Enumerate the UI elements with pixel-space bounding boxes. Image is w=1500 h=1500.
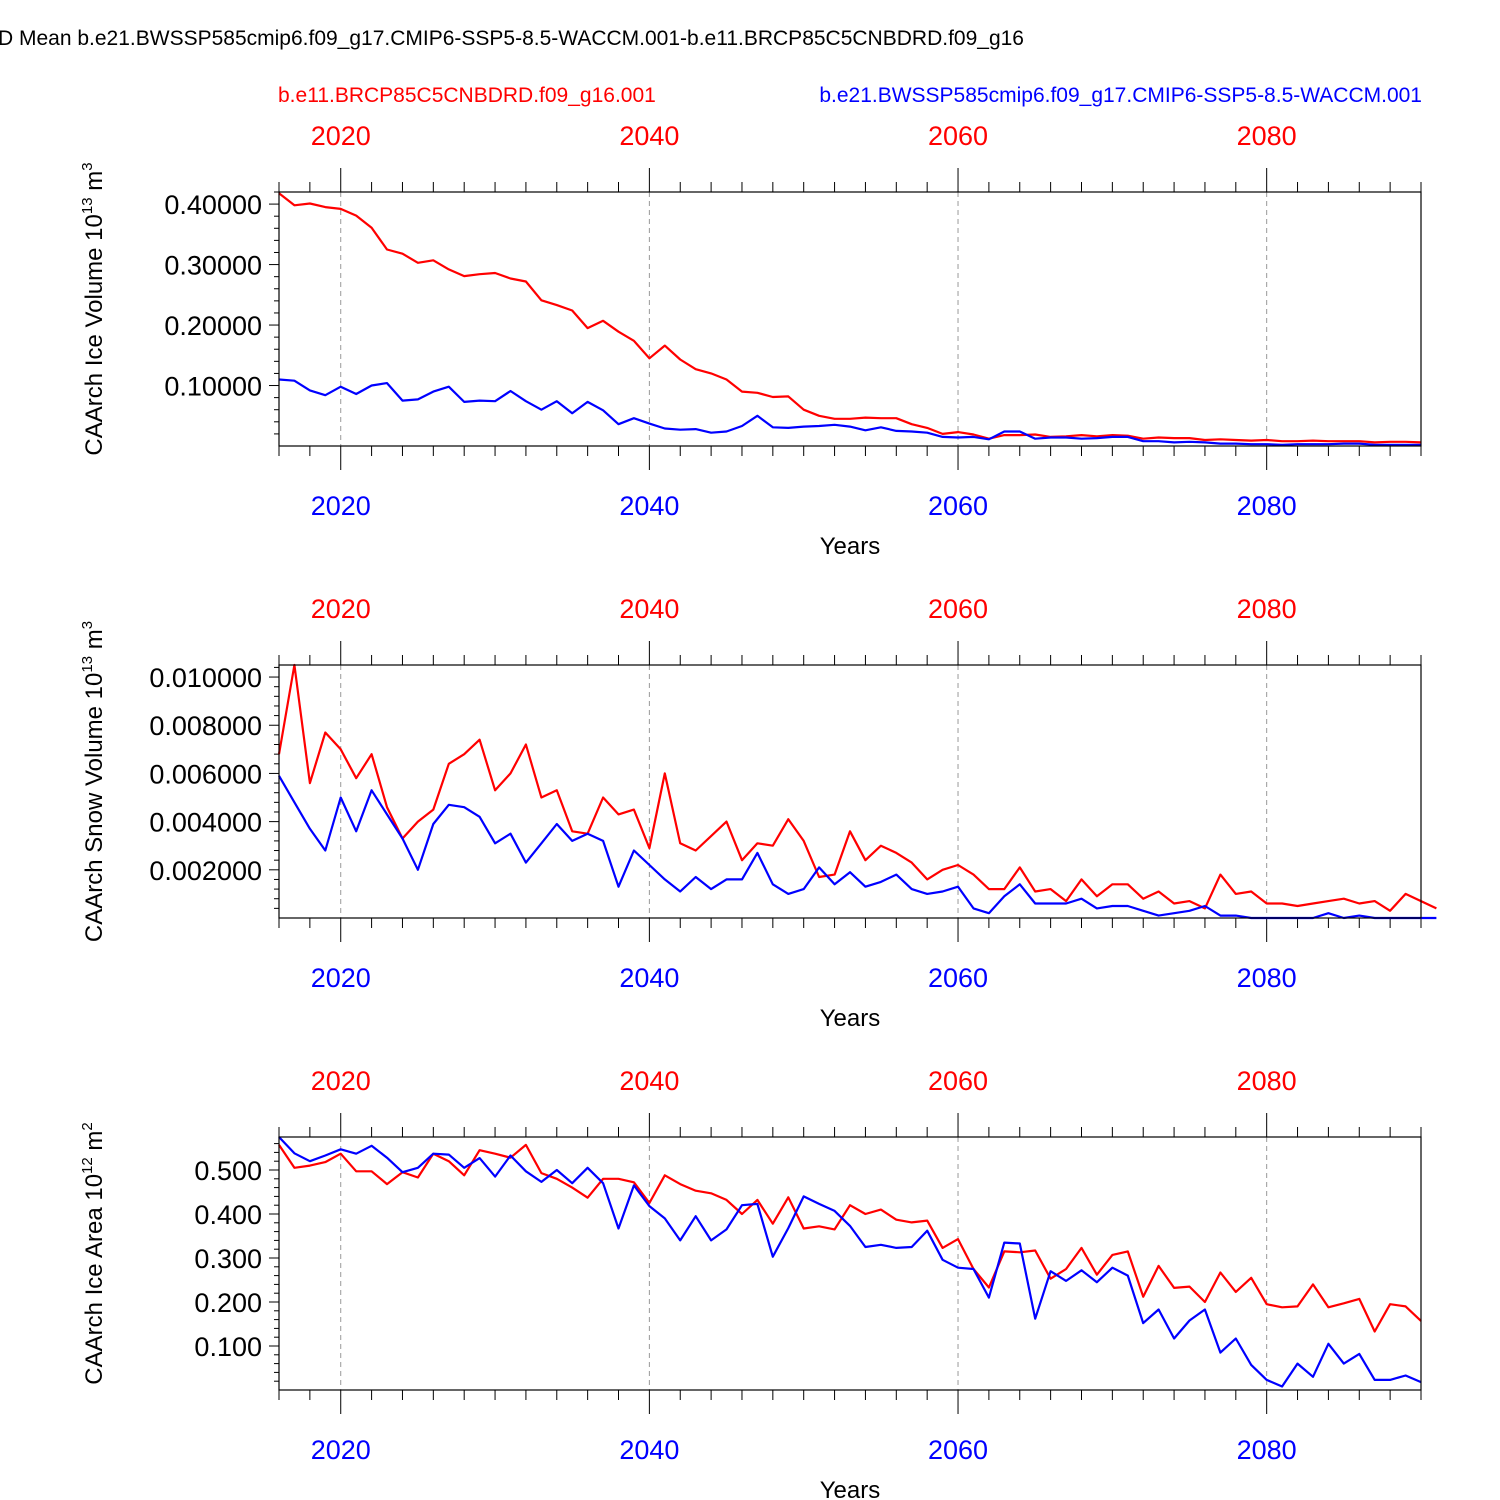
series-line-red — [277, 663, 1437, 912]
x-axis-label: Years — [820, 1005, 881, 1032]
top-tick-label: 2020 — [311, 594, 371, 624]
panel-1: 0.10000 0.20000 0.30000 0.40000 2020 2040 2060… — [79, 121, 1422, 560]
series-line-blue — [278, 1136, 1422, 1388]
y-axis-label: CAArch Snow Volume 1013 m3 — [79, 621, 108, 942]
legend-blue: b.e21.BWSSP585cmip6.f09_g17.CMIP6-SSP5-8… — [819, 84, 1422, 107]
plot-frame — [278, 664, 1422, 919]
y-tick-label: 0.30000 — [164, 251, 262, 281]
top-tick-label: 2080 — [1237, 594, 1297, 624]
y-tick-label: 0.010000 — [149, 663, 262, 693]
plot-frame — [278, 191, 1422, 447]
main-title: D Mean b.e21.BWSSP585cmip6.f09_g17.CMIP6… — [0, 27, 1024, 50]
top-tick-label: 2020 — [311, 1066, 371, 1096]
bottom-tick-label: 2060 — [928, 963, 988, 993]
bottom-tick-label: 2040 — [619, 963, 679, 993]
series-line-blue — [278, 378, 1421, 446]
bottom-tick-label: 2020 — [311, 963, 371, 993]
top-tick-label: 2040 — [619, 1066, 679, 1096]
x-axis-label: Years — [820, 533, 881, 560]
plot-frame — [278, 1136, 1422, 1391]
panel-2: 0.002000 0.004000 0.006000 0.008000 0.010000… — [79, 594, 1437, 1032]
x-axis-label: Years — [820, 1477, 881, 1500]
top-tick-label: 2040 — [619, 121, 679, 151]
y-tick-label: 0.008000 — [149, 711, 262, 741]
series-line-red — [278, 1143, 1422, 1333]
y-axis-label: CAArch Ice Area 1012 m2 — [79, 1122, 108, 1384]
y-tick-label: 0.500 — [194, 1156, 262, 1186]
y-tick-label: 0.100 — [194, 1332, 262, 1362]
top-tick-label: 2020 — [311, 121, 371, 151]
series-line-blue — [278, 775, 1437, 920]
y-tick-label: 0.002000 — [149, 856, 262, 886]
y-tick-label: 0.40000 — [164, 190, 262, 220]
bottom-tick-label: 2080 — [1237, 1435, 1297, 1465]
y-tick-label: 0.10000 — [164, 372, 262, 402]
bottom-tick-label: 2040 — [619, 1435, 679, 1465]
panels: 0.10000 0.20000 0.30000 0.40000 2020 2040 2060… — [79, 121, 1437, 1500]
series-line-red — [278, 192, 1422, 444]
y-tick-label: 0.400 — [194, 1200, 262, 1230]
y-tick-label: 0.004000 — [149, 808, 262, 838]
y-axis-label: CAArch Ice Volume 1013 m3 — [79, 162, 108, 455]
bottom-tick-label: 2020 — [311, 491, 371, 521]
top-tick-label: 2060 — [928, 121, 988, 151]
top-tick-label: 2060 — [928, 594, 988, 624]
y-tick-label: 0.200 — [194, 1288, 262, 1318]
bottom-tick-label: 2020 — [311, 1435, 371, 1465]
top-tick-label: 2060 — [928, 1066, 988, 1096]
bottom-tick-label: 2080 — [1237, 963, 1297, 993]
bottom-tick-label: 2040 — [619, 491, 679, 521]
y-tick-label: 0.300 — [194, 1244, 262, 1274]
panel-3: 0.100 0.200 0.300 0.400 0.500 2020 2040 2060 208… — [79, 1066, 1422, 1500]
top-tick-label: 2080 — [1237, 1066, 1297, 1096]
bottom-tick-label: 2080 — [1237, 491, 1297, 521]
top-tick-label: 2080 — [1237, 121, 1297, 151]
top-tick-label: 2040 — [619, 594, 679, 624]
y-tick-label: 0.006000 — [149, 759, 262, 789]
y-tick-label: 0.20000 — [164, 311, 262, 341]
bottom-tick-label: 2060 — [928, 1435, 988, 1465]
bottom-tick-label: 2060 — [928, 491, 988, 521]
legend-red: b.e11.BRCP85C5CNBDRD.f09_g16.001 — [278, 84, 656, 107]
